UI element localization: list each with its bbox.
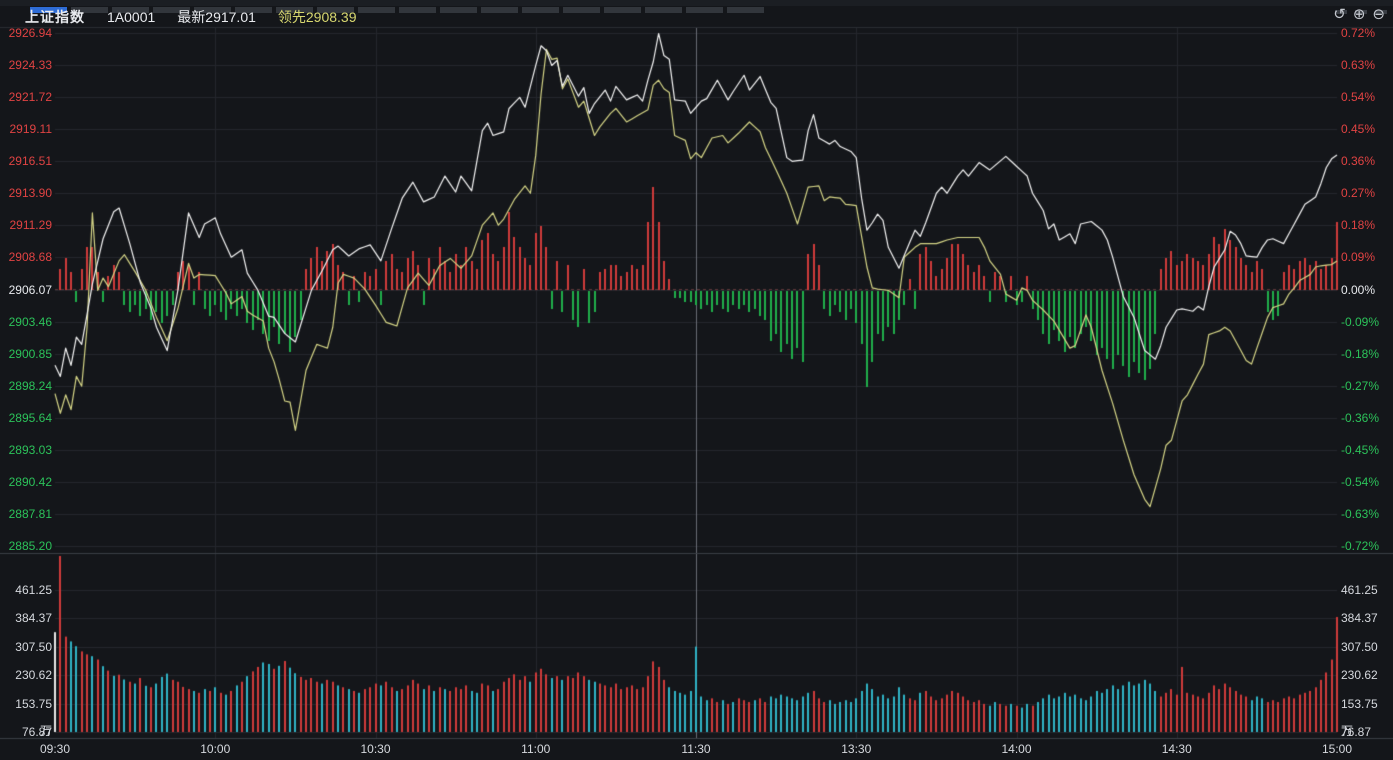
- top-tab[interactable]: [686, 7, 723, 13]
- top-tab[interactable]: [563, 7, 600, 13]
- price-axis-label: 2906.07: [8, 282, 52, 297]
- pct-axis-label: -0.09%: [1341, 314, 1380, 329]
- symbol-name: 上证指数: [25, 9, 85, 25]
- time-axis-label: 10:30: [360, 742, 391, 756]
- quote-header: 上证指数 1A0001 最新 2917.01 领先 2908.39: [0, 6, 1393, 28]
- time-axis-label: 10:00: [200, 742, 231, 756]
- pct-axis-label: 0.63%: [1341, 58, 1376, 73]
- price-axis-label: 2908.68: [8, 250, 52, 265]
- pct-axis-label: 0.18%: [1341, 218, 1376, 233]
- top-tab[interactable]: [440, 7, 477, 13]
- volume-axis-label: 384.37: [15, 611, 52, 626]
- top-tab[interactable]: [235, 7, 272, 13]
- pct-axis-label: -0.72%: [1341, 539, 1380, 553]
- volume-axis-label: 153.75: [1341, 696, 1378, 711]
- pct-axis-label: 0.09%: [1341, 250, 1376, 265]
- time-axis-label: 14:00: [1001, 742, 1032, 756]
- price-axis-label: 2890.42: [8, 474, 52, 489]
- price-axis-label: 2913.90: [8, 186, 52, 201]
- price-axis-label: 2919.11: [9, 122, 53, 137]
- price-axis-label: 2887.81: [8, 506, 52, 521]
- volume-axis-label: 307.50: [15, 639, 52, 654]
- price-axis-label: 2924.33: [8, 58, 52, 73]
- pct-axis-label: -0.27%: [1341, 378, 1380, 393]
- pct-axis-label: -0.54%: [1341, 474, 1380, 489]
- top-tab[interactable]: [481, 7, 518, 13]
- latest-label: 最新: [177, 9, 206, 25]
- chart-toolbar: ↺ ⊕ ⊖: [1333, 5, 1385, 23]
- volume-axis-label: 230.62: [1341, 668, 1378, 683]
- pct-axis-label: 0.36%: [1341, 154, 1376, 169]
- undo-icon[interactable]: ↺: [1333, 5, 1346, 23]
- pct-axis-label: -0.18%: [1341, 346, 1380, 361]
- time-axis-label: 11:30: [681, 742, 711, 756]
- top-tab[interactable]: [30, 7, 67, 13]
- volume-unit-label: 万: [1341, 724, 1354, 738]
- zoom-in-icon[interactable]: ⊕: [1352, 5, 1366, 23]
- price-axis-label: 2903.46: [8, 314, 52, 329]
- top-tab[interactable]: [645, 7, 682, 13]
- price-axis-label: 2926.94: [8, 26, 52, 40]
- top-tab[interactable]: [317, 7, 354, 13]
- volume-unit-label: 万: [39, 724, 52, 738]
- top-tab[interactable]: [399, 7, 436, 13]
- price-axis-label: 2885.20: [8, 539, 52, 553]
- time-axis-label: 09:30: [39, 742, 71, 756]
- top-tab-strip: [0, 0, 1393, 14]
- top-tab[interactable]: [71, 7, 108, 13]
- price-axis-label: 2921.72: [8, 90, 52, 105]
- top-tab[interactable]: [194, 7, 231, 13]
- top-tab[interactable]: [727, 7, 764, 13]
- time-axis-label: 11:00: [521, 742, 551, 756]
- window-mini-icons[interactable]: [1327, 1, 1387, 14]
- volume-axis-label: 76.87: [21, 725, 52, 739]
- volume-axis-label: 461.25: [1341, 582, 1378, 597]
- leading-price: 2908.39: [305, 9, 357, 25]
- price-axis-label: 2916.51: [8, 154, 52, 169]
- pct-axis-label: -0.36%: [1341, 410, 1380, 425]
- price-axis-label: 2900.85: [8, 346, 52, 361]
- volume-axis-label: 76.87: [1341, 725, 1372, 739]
- top-tab[interactable]: [276, 7, 313, 13]
- symbol-code: 1A0001: [107, 9, 156, 25]
- top-tab[interactable]: [522, 7, 559, 13]
- pct-axis-label: -0.63%: [1341, 506, 1380, 521]
- pct-axis-label: -0.45%: [1341, 442, 1380, 457]
- pct-axis-label: 0.45%: [1341, 122, 1376, 137]
- volume-axis-label: 384.37: [1341, 611, 1378, 626]
- time-axis-label: 13:30: [841, 742, 872, 756]
- top-tab[interactable]: [153, 7, 190, 13]
- top-tab[interactable]: [604, 7, 641, 13]
- time-axis-label: 15:00: [1321, 742, 1353, 756]
- pct-axis-label: 0.00%: [1341, 282, 1376, 297]
- price-axis-label: 2898.24: [8, 378, 52, 393]
- leading-label: 领先: [277, 9, 306, 25]
- price-axis-label: 2895.64: [8, 410, 52, 425]
- pct-axis-label: 0.54%: [1341, 90, 1376, 105]
- volume-axis-label: 307.50: [1341, 639, 1378, 654]
- price-axis-label: 2893.03: [8, 442, 52, 457]
- top-tab[interactable]: [112, 7, 149, 13]
- volume-axis-label: 461.25: [15, 582, 52, 597]
- time-axis-label: 14:30: [1161, 742, 1192, 756]
- zoom-out-icon[interactable]: ⊖: [1372, 5, 1385, 23]
- top-tab[interactable]: [358, 7, 395, 13]
- latest-price: 2917.01: [205, 9, 256, 25]
- price-axis-label: 2911.29: [9, 218, 53, 233]
- volume-axis-label: 230.62: [15, 668, 52, 683]
- pct-axis-label: 0.72%: [1341, 26, 1376, 40]
- volume-axis-label: 153.75: [15, 696, 52, 711]
- pct-axis-label: 0.27%: [1341, 186, 1376, 201]
